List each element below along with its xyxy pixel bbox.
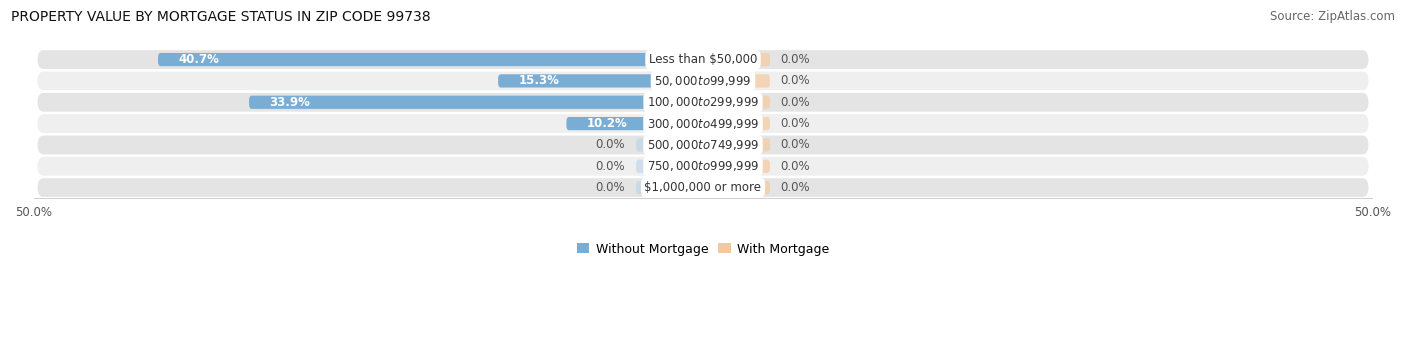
- FancyBboxPatch shape: [636, 138, 703, 151]
- Text: 33.9%: 33.9%: [269, 96, 311, 109]
- FancyBboxPatch shape: [38, 114, 1368, 133]
- FancyBboxPatch shape: [38, 178, 1368, 197]
- Text: 0.0%: 0.0%: [780, 96, 810, 109]
- FancyBboxPatch shape: [703, 138, 770, 151]
- FancyBboxPatch shape: [38, 72, 1368, 90]
- Text: PROPERTY VALUE BY MORTGAGE STATUS IN ZIP CODE 99738: PROPERTY VALUE BY MORTGAGE STATUS IN ZIP…: [11, 10, 430, 24]
- Text: $50,000 to $99,999: $50,000 to $99,999: [654, 74, 752, 88]
- Text: 0.0%: 0.0%: [596, 160, 626, 173]
- FancyBboxPatch shape: [38, 157, 1368, 176]
- FancyBboxPatch shape: [636, 181, 703, 194]
- Legend: Without Mortgage, With Mortgage: Without Mortgage, With Mortgage: [572, 238, 834, 261]
- Text: $750,000 to $999,999: $750,000 to $999,999: [647, 159, 759, 173]
- FancyBboxPatch shape: [636, 160, 703, 173]
- FancyBboxPatch shape: [703, 53, 770, 66]
- Text: Source: ZipAtlas.com: Source: ZipAtlas.com: [1270, 10, 1395, 23]
- Text: 0.0%: 0.0%: [780, 160, 810, 173]
- FancyBboxPatch shape: [38, 50, 1368, 69]
- Text: 0.0%: 0.0%: [780, 74, 810, 87]
- FancyBboxPatch shape: [703, 181, 770, 194]
- Text: 15.3%: 15.3%: [519, 74, 560, 87]
- FancyBboxPatch shape: [703, 74, 770, 88]
- Text: 0.0%: 0.0%: [780, 138, 810, 151]
- FancyBboxPatch shape: [498, 74, 703, 88]
- FancyBboxPatch shape: [567, 117, 703, 130]
- Text: $500,000 to $749,999: $500,000 to $749,999: [647, 138, 759, 152]
- Text: 0.0%: 0.0%: [596, 138, 626, 151]
- FancyBboxPatch shape: [38, 93, 1368, 112]
- FancyBboxPatch shape: [249, 95, 703, 109]
- FancyBboxPatch shape: [703, 160, 770, 173]
- Text: 10.2%: 10.2%: [586, 117, 627, 130]
- FancyBboxPatch shape: [703, 117, 770, 130]
- Text: $300,000 to $499,999: $300,000 to $499,999: [647, 117, 759, 131]
- FancyBboxPatch shape: [157, 53, 703, 66]
- Text: $1,000,000 or more: $1,000,000 or more: [644, 181, 762, 194]
- Text: 0.0%: 0.0%: [596, 181, 626, 194]
- Text: $100,000 to $299,999: $100,000 to $299,999: [647, 95, 759, 109]
- FancyBboxPatch shape: [703, 95, 770, 109]
- Text: Less than $50,000: Less than $50,000: [648, 53, 758, 66]
- Text: 0.0%: 0.0%: [780, 117, 810, 130]
- FancyBboxPatch shape: [38, 136, 1368, 154]
- Text: 0.0%: 0.0%: [780, 53, 810, 66]
- Text: 0.0%: 0.0%: [780, 181, 810, 194]
- Text: 40.7%: 40.7%: [179, 53, 219, 66]
